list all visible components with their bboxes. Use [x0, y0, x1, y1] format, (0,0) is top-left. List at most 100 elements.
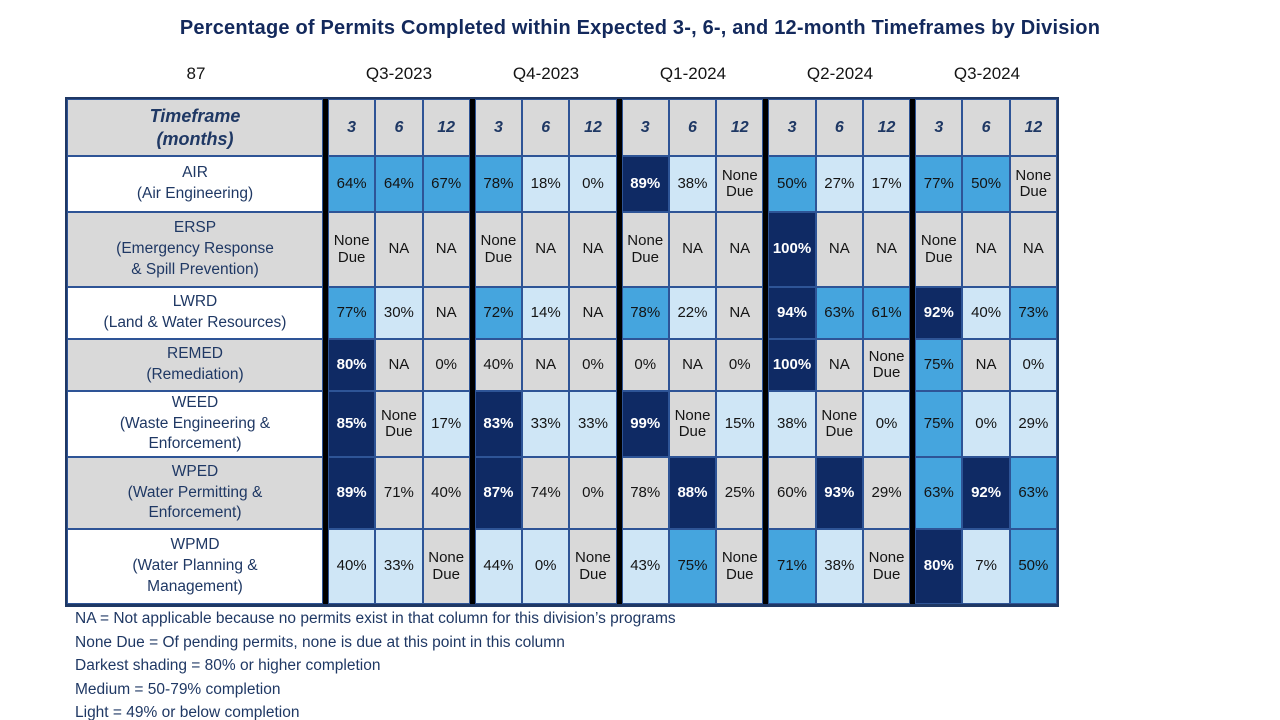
footnote-medium-shading: Medium = 50-79% completion: [75, 680, 281, 698]
cell-wpmd-q2-2024-6: 38%: [815, 529, 863, 604]
quarter-label-q4-2023: Q4-2023: [512, 64, 580, 83]
cell-wpmd-q4-2023-12: None Due: [569, 529, 617, 604]
cell-weed-q3-2024-3: 75%: [915, 391, 963, 457]
group-separator-q4-2023: [469, 99, 475, 604]
cell-air-q1-2024-6: 38%: [668, 156, 717, 212]
quarter-label-q1-2024: Q1-2024: [659, 64, 727, 83]
cell-wpmd-q1-2024-6: 75%: [668, 529, 717, 604]
cell-lwrd-q1-2024-6: 22%: [668, 287, 717, 339]
cell-air-q3-2023-3: 64%: [328, 156, 376, 212]
cell-air-q3-2024-12: None Due: [1009, 156, 1057, 212]
cell-air-q3-2023-12: 67%: [422, 156, 470, 212]
cell-air-q3-2024-6: 50%: [962, 156, 1010, 212]
footnote-none-due: None Due = Of pending permits, none is d…: [75, 633, 565, 651]
cell-wped-q2-2024-3: 60%: [768, 457, 816, 529]
cell-wped-q2-2024-6: 93%: [815, 457, 863, 529]
cell-lwrd-q4-2023-6: 14%: [522, 287, 570, 339]
cell-wped-q3-2023-12: 40%: [422, 457, 470, 529]
month-header-q2-2024-3: 3: [768, 99, 816, 156]
cell-air-q2-2024-12: 17%: [862, 156, 911, 212]
group-separator-q1-2024: [616, 99, 622, 604]
cell-weed-q3-2024-12: 29%: [1009, 391, 1057, 457]
month-header-q1-2024-6: 6: [668, 99, 717, 156]
cell-wpmd-q1-2024-12: None Due: [716, 529, 764, 604]
month-header-q3-2024-12: 12: [1009, 99, 1057, 156]
footnote-light-shading: Light = 49% or below completion: [75, 704, 300, 720]
division-label-wpmd: WPMD (Water Planning & Management): [67, 529, 323, 604]
page-number: 87: [186, 64, 206, 83]
cell-air-q4-2023-6: 18%: [522, 156, 570, 212]
cell-wped-q3-2024-12: 63%: [1009, 457, 1057, 529]
cell-wped-q1-2024-12: 25%: [716, 457, 764, 529]
cell-remed-q4-2023-3: 40%: [474, 339, 523, 391]
quarter-label-q3-2023: Q3-2023: [365, 64, 433, 83]
cell-wpmd-q3-2023-6: 33%: [375, 529, 423, 604]
cell-wped-q3-2024-6: 92%: [962, 457, 1010, 529]
cell-lwrd-q1-2024-3: 78%: [621, 287, 669, 339]
cell-ersp-q3-2023-6: NA: [375, 212, 423, 287]
cell-ersp-q3-2024-6: NA: [962, 212, 1010, 287]
cell-wped-q3-2023-3: 89%: [328, 457, 376, 529]
cell-lwrd-q1-2024-12: NA: [716, 287, 764, 339]
cell-ersp-q3-2023-3: None Due: [328, 212, 376, 287]
cell-weed-q1-2024-6: None Due: [668, 391, 717, 457]
cell-weed-q2-2024-3: 38%: [768, 391, 816, 457]
month-header-q4-2023-6: 6: [522, 99, 570, 156]
cell-wped-q1-2024-3: 78%: [621, 457, 669, 529]
cell-remed-q3-2024-6: NA: [962, 339, 1010, 391]
cell-lwrd-q4-2023-3: 72%: [474, 287, 523, 339]
cell-lwrd-q3-2023-3: 77%: [328, 287, 376, 339]
cell-remed-q2-2024-3: 100%: [768, 339, 816, 391]
cell-ersp-q3-2024-3: None Due: [915, 212, 963, 287]
cell-air-q4-2023-12: 0%: [569, 156, 617, 212]
cell-remed-q3-2024-12: 0%: [1009, 339, 1057, 391]
quarter-label-q2-2024: Q2-2024: [806, 64, 874, 83]
division-label-air: AIR (Air Engineering): [67, 156, 323, 212]
cell-wped-q4-2023-3: 87%: [474, 457, 523, 529]
cell-wpmd-q3-2024-12: 50%: [1009, 529, 1057, 604]
division-label-remed: REMED (Remediation): [67, 339, 323, 391]
cell-wpmd-q3-2023-3: 40%: [328, 529, 376, 604]
cell-air-q2-2024-3: 50%: [768, 156, 816, 212]
cell-lwrd-q4-2023-12: NA: [569, 287, 617, 339]
cell-remed-q1-2024-3: 0%: [621, 339, 669, 391]
cell-weed-q2-2024-12: 0%: [862, 391, 911, 457]
cell-air-q3-2024-3: 77%: [915, 156, 963, 212]
cell-ersp-q1-2024-12: NA: [716, 212, 764, 287]
cell-remed-q4-2023-12: 0%: [569, 339, 617, 391]
cell-remed-q2-2024-6: NA: [815, 339, 863, 391]
cell-remed-q1-2024-12: 0%: [716, 339, 764, 391]
cell-weed-q1-2024-12: 15%: [716, 391, 764, 457]
page-title: Percentage of Permits Completed within E…: [179, 17, 1101, 39]
cell-weed-q4-2023-6: 33%: [522, 391, 570, 457]
cell-weed-q2-2024-6: None Due: [815, 391, 863, 457]
month-header-q3-2024-6: 6: [962, 99, 1010, 156]
cell-wpmd-q3-2024-3: 80%: [915, 529, 963, 604]
cell-ersp-q4-2023-6: NA: [522, 212, 570, 287]
cell-weed-q3-2023-3: 85%: [328, 391, 376, 457]
cell-air-q4-2023-3: 78%: [474, 156, 523, 212]
cell-weed-q4-2023-3: 83%: [474, 391, 523, 457]
cell-ersp-q2-2024-6: NA: [815, 212, 863, 287]
division-label-wped: WPED (Water Permitting & Enforcement): [67, 457, 323, 529]
cell-lwrd-q2-2024-6: 63%: [815, 287, 863, 339]
cell-remed-q1-2024-6: NA: [668, 339, 717, 391]
quarter-header-strip: 87 Q3-2023 Q4-2023 Q1-2024 Q2-2024 Q3-20…: [0, 64, 1280, 90]
cell-air-q1-2024-12: None Due: [716, 156, 764, 212]
cell-remed-q3-2024-3: 75%: [915, 339, 963, 391]
quarter-label-q3-2024: Q3-2024: [953, 64, 1021, 83]
cell-remed-q3-2023-6: NA: [375, 339, 423, 391]
group-separator-q3-2023: [323, 99, 328, 604]
cell-lwrd-q3-2024-12: 73%: [1009, 287, 1057, 339]
permits-completion-table: Timeframe (months) 3 6 12 3 6 12 3 6 12 3 6 12 3 6 12 AI…: [65, 97, 1059, 607]
cell-wped-q3-2024-3: 63%: [915, 457, 963, 529]
cell-air-q2-2024-6: 27%: [815, 156, 863, 212]
division-label-lwrd: LWRD (Land & Water Resources): [67, 287, 323, 339]
cell-wped-q4-2023-6: 74%: [522, 457, 570, 529]
cell-wpmd-q1-2024-3: 43%: [621, 529, 669, 604]
cell-remed-q2-2024-12: None Due: [862, 339, 911, 391]
cell-lwrd-q2-2024-3: 94%: [768, 287, 816, 339]
month-header-q3-2023-12: 12: [422, 99, 470, 156]
cell-wpmd-q2-2024-12: None Due: [862, 529, 911, 604]
month-header-q1-2024-12: 12: [716, 99, 764, 156]
